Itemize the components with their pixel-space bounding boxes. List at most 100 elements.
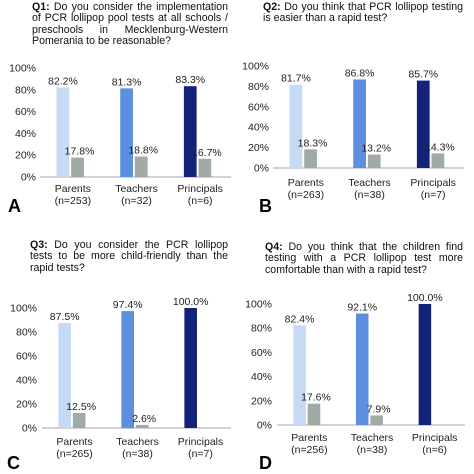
- x-category-sample-size: (n=7): [188, 448, 213, 460]
- x-category-label: Principals: [177, 183, 223, 195]
- bar-no: [431, 153, 445, 168]
- data-label-no: 12.5%: [66, 401, 96, 413]
- bar-no: [307, 403, 321, 425]
- data-label-yes: 83.3%: [175, 74, 205, 86]
- y-tick-label: 80%: [16, 327, 37, 339]
- data-label-no: 17.8%: [65, 146, 95, 158]
- panel-letter: B: [259, 196, 272, 216]
- panel-letter: D: [259, 453, 272, 473]
- x-category-sample-size: (n=38): [354, 189, 385, 201]
- x-category-sample-size: (n=6): [188, 195, 213, 207]
- y-tick-label: 40%: [248, 122, 269, 134]
- y-tick-label: 80%: [15, 84, 36, 96]
- y-tick-label: 20%: [16, 399, 37, 411]
- panel-letter: C: [7, 453, 20, 473]
- bar-no: [72, 413, 86, 428]
- bar-yes: [355, 313, 369, 425]
- data-label-yes: 81.3%: [112, 76, 142, 88]
- x-category-label: Teachers: [348, 177, 391, 189]
- x-category-sample-size: (n=38): [357, 444, 388, 456]
- y-tick-label: 100%: [10, 303, 37, 315]
- y-tick-label: 20%: [248, 142, 269, 154]
- data-label-no: 18.8%: [128, 145, 158, 157]
- data-label-no: 7.9%: [367, 403, 391, 415]
- data-label-yes: 92.1%: [347, 302, 377, 314]
- bar-yes: [289, 84, 303, 168]
- x-category-label: Parents: [55, 183, 91, 195]
- y-tick-label: 60%: [251, 347, 272, 359]
- chart-panel-c: Q3: Do you consider the PCR lollipop tes…: [0, 233, 237, 473]
- question-text: Q4: Do you think that the children find …: [265, 241, 463, 276]
- x-category-sample-size: (n=38): [122, 448, 153, 460]
- bar-no: [134, 156, 148, 177]
- data-label-yes: 87.5%: [50, 311, 80, 323]
- bar-yes: [416, 80, 430, 168]
- question-label: Q4:: [265, 241, 283, 253]
- question-text: Q2: Do you think that PCR lollipop testi…: [263, 1, 463, 25]
- y-tick-label: 0%: [21, 172, 36, 184]
- data-label-no: 14.3%: [425, 141, 455, 153]
- y-tick-label: 40%: [16, 375, 37, 387]
- x-category-sample-size: (n=256): [291, 444, 327, 456]
- data-label-yes: 100.0%: [173, 296, 209, 308]
- data-label-no: 17.6%: [301, 392, 331, 404]
- bar-yes: [183, 86, 197, 177]
- data-label-no: 13.2%: [361, 143, 391, 155]
- bar-no: [304, 149, 317, 168]
- x-category-label: Principals: [412, 432, 458, 444]
- y-tick-label: 40%: [251, 371, 272, 383]
- bar-yes: [418, 304, 432, 425]
- y-tick-label: 20%: [15, 150, 36, 162]
- x-category-label: Teachers: [351, 432, 394, 444]
- data-label-yes: 82.2%: [48, 75, 78, 87]
- x-category-sample-size: (n=32): [121, 195, 152, 207]
- data-label-yes: 81.7%: [281, 73, 311, 85]
- question-body: Do you think that the children find test…: [265, 241, 463, 276]
- question-body: Do you think that PCR lollipop testing i…: [263, 1, 463, 25]
- question-text: Q3: Do you consider the PCR lollipop tes…: [30, 239, 228, 274]
- chart-panel-a: Q1: Do you consider the implementation o…: [0, 0, 237, 233]
- y-tick-label: 100%: [242, 61, 269, 73]
- question-label: Q1:: [32, 1, 50, 13]
- bar-yes: [58, 323, 71, 428]
- question-label: Q3:: [30, 239, 48, 251]
- panel-letter: A: [8, 196, 21, 216]
- bar-chart-q4: 0% 20% 40% 60% 80% 100% 82.4% 17.6% Parents(n=25…: [245, 292, 465, 456]
- x-category-label: Principals: [410, 177, 456, 189]
- data-label-yes: 97.4%: [113, 299, 143, 311]
- bar-chart-q2: 0% 20% 40% 60% 80% 100% 81.7% 18.3% Parents(n=26…: [242, 61, 464, 201]
- x-category-sample-size: (n=253): [55, 195, 91, 207]
- data-label-no: 2.6%: [132, 413, 156, 425]
- bar-no: [198, 158, 212, 177]
- bar-yes: [184, 308, 197, 428]
- chart-panel-d: Q4: Do you think that the children find …: [237, 233, 474, 473]
- y-tick-label: 100%: [9, 63, 36, 75]
- chart-panel-b: Q2: Do you think that PCR lollipop testi…: [237, 0, 474, 233]
- y-tick-label: 60%: [248, 101, 269, 113]
- question-text: Q1: Do you consider the implementation o…: [32, 1, 228, 48]
- question-body: Do you consider the PCR lollipop tests t…: [30, 239, 228, 274]
- x-category-label: Parents: [291, 432, 327, 444]
- x-category-label: Parents: [288, 177, 324, 189]
- y-tick-label: 60%: [16, 351, 37, 363]
- data-label-yes: 100.0%: [407, 292, 443, 304]
- x-category-sample-size: (n=6): [422, 444, 447, 456]
- bar-yes: [120, 88, 133, 177]
- x-category-label: Teachers: [116, 436, 159, 448]
- bar-yes: [353, 79, 366, 168]
- x-category-sample-size: (n=265): [56, 448, 92, 460]
- x-category-sample-size: (n=7): [421, 189, 446, 201]
- y-tick-label: 0%: [257, 420, 272, 432]
- x-category-label: Teachers: [115, 183, 158, 195]
- question-body: Do you consider the implementation of PC…: [32, 1, 228, 48]
- question-label: Q2:: [263, 1, 281, 13]
- bar-no: [367, 154, 381, 168]
- y-tick-label: 20%: [251, 395, 272, 407]
- bar-no: [71, 157, 84, 177]
- x-category-label: Parents: [56, 436, 92, 448]
- data-label-no: 18.3%: [298, 137, 328, 149]
- data-label-no: 16.7%: [192, 147, 222, 159]
- data-label-yes: 85.7%: [408, 69, 438, 81]
- y-tick-label: 100%: [245, 299, 272, 311]
- y-tick-label: 0%: [22, 423, 37, 435]
